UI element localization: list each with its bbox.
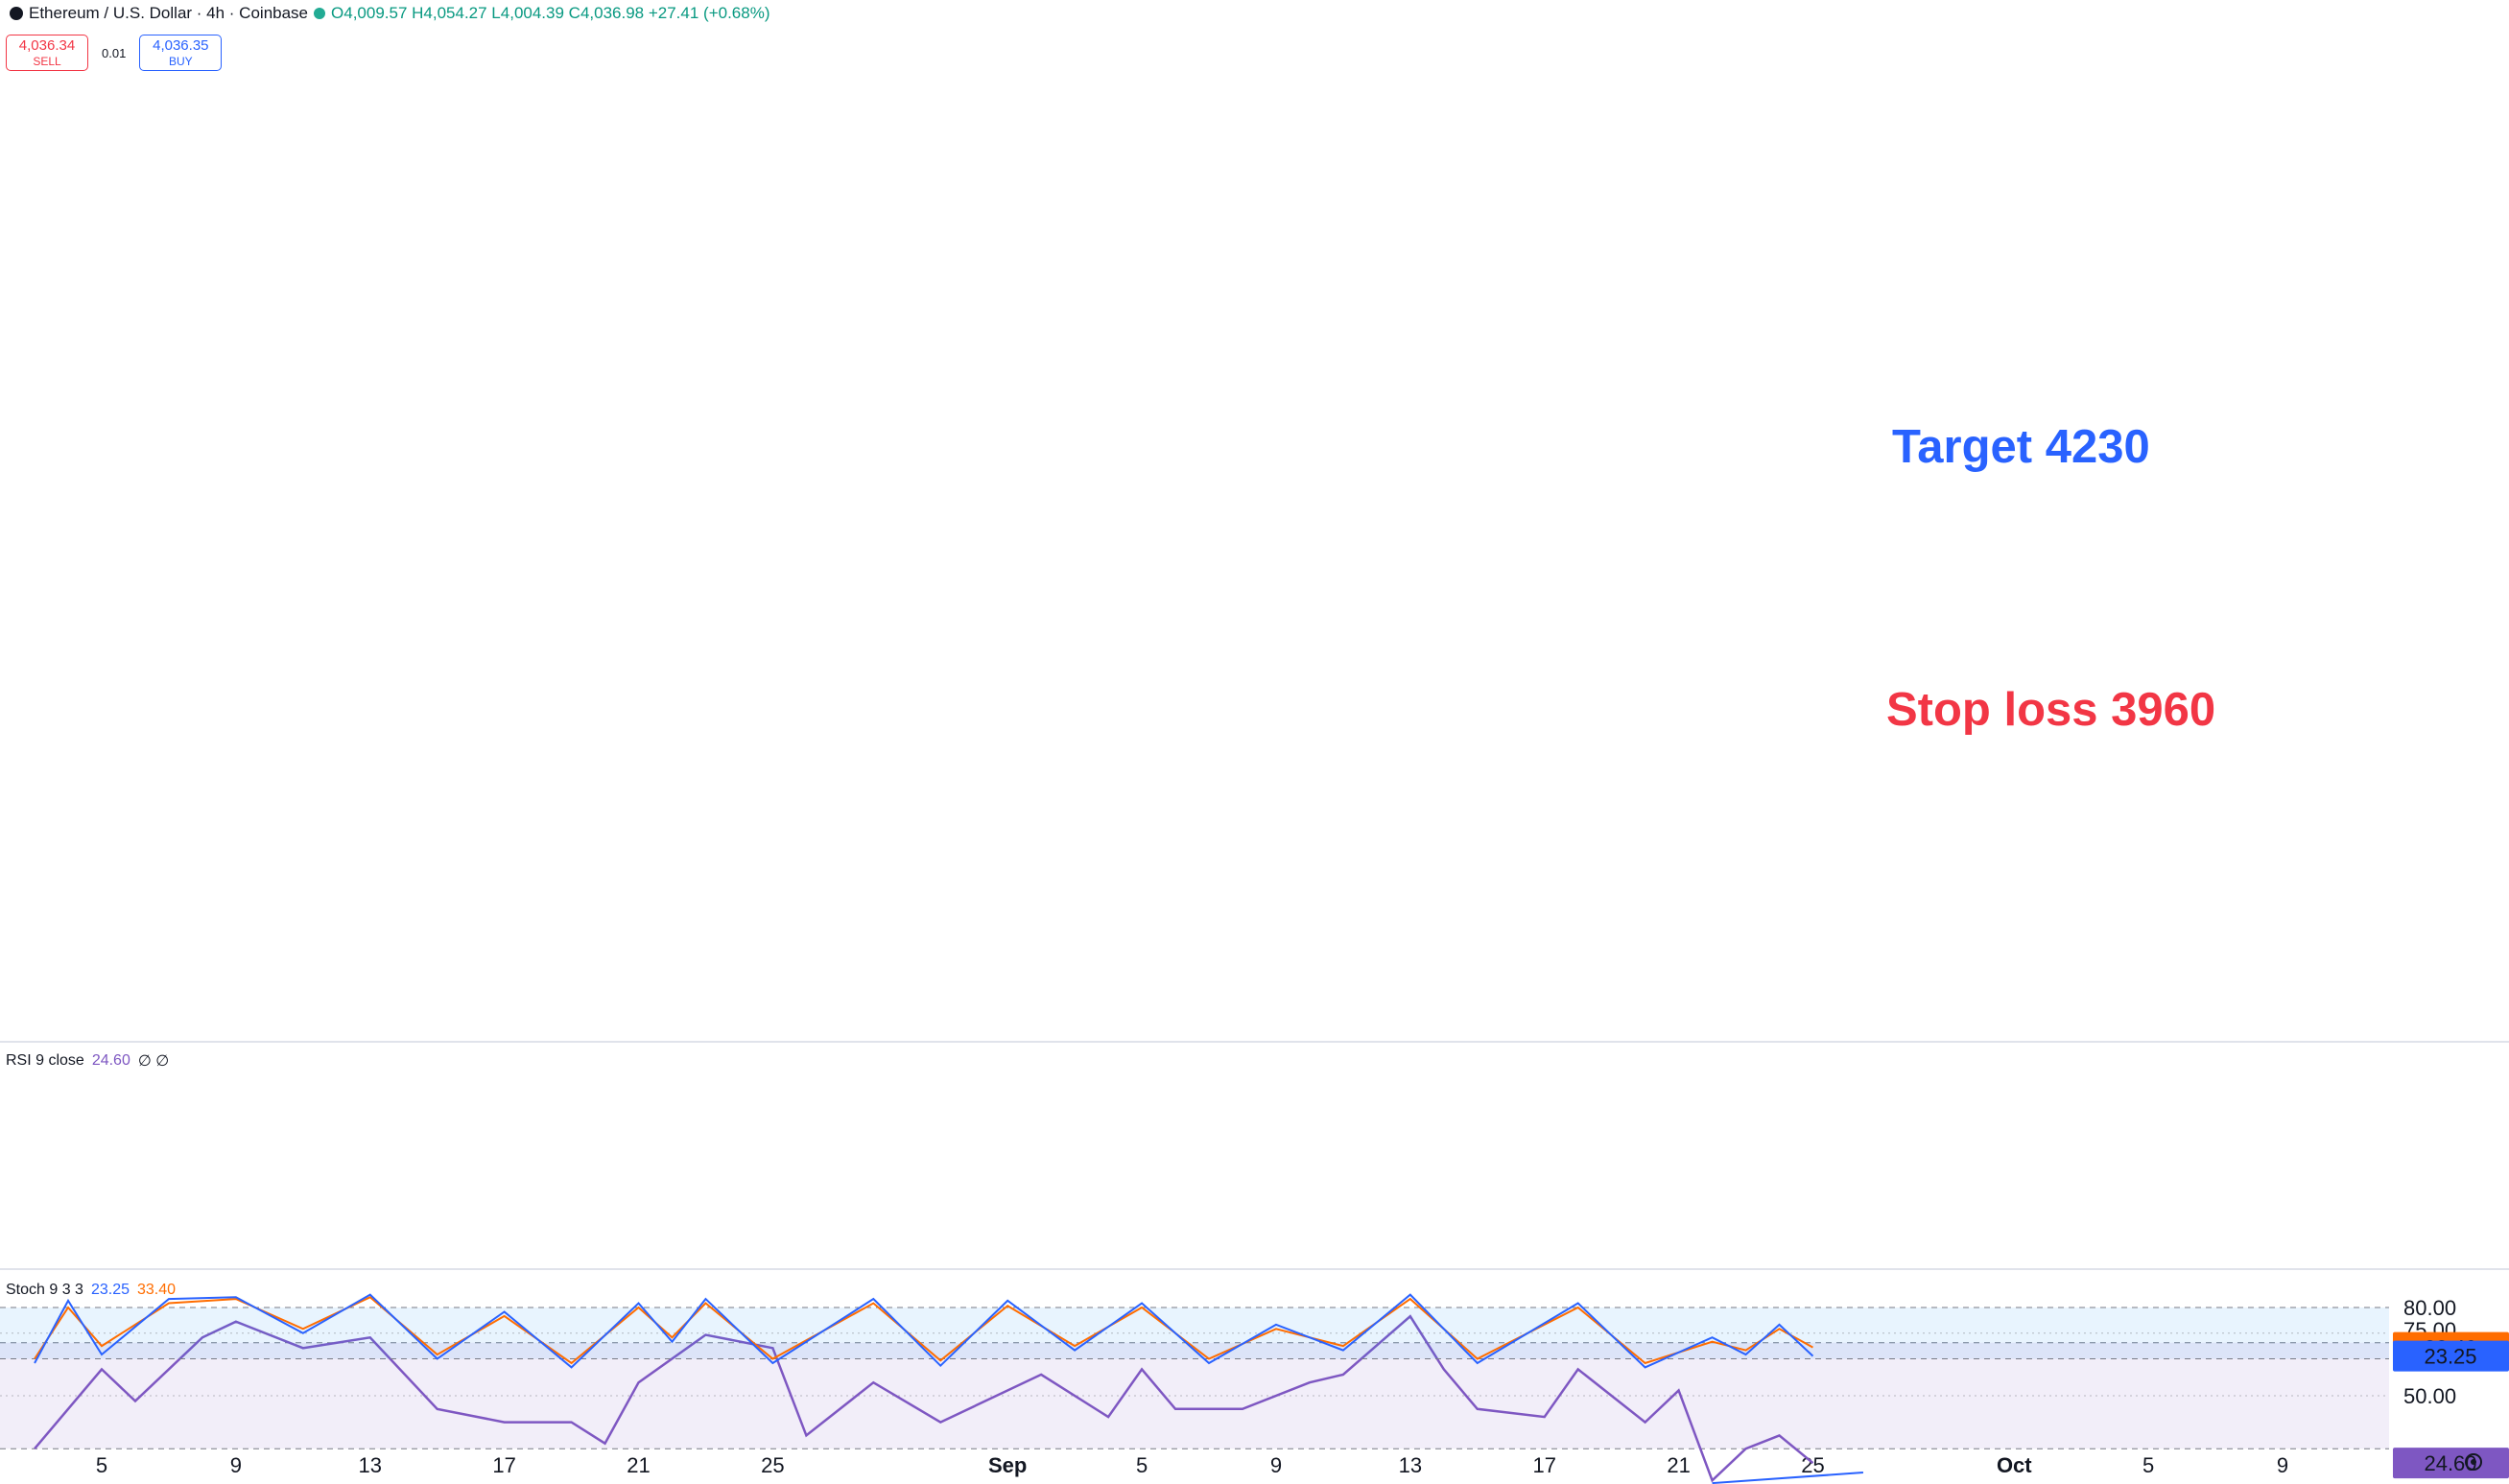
rsi-extra: ∅ ∅ <box>137 1053 170 1070</box>
rsi-axis-tick: 50.00 <box>2403 1384 2456 1408</box>
time-axis-tick: Oct <box>1997 1453 2032 1477</box>
time-axis-tick: 17 <box>1532 1453 1555 1477</box>
settings-icon[interactable] <box>2465 1453 2482 1471</box>
stoch-d-value: 33.40 <box>137 1282 177 1298</box>
stoch-axis-tick: 80.00 <box>2403 1296 2456 1320</box>
time-axis-tick: 9 <box>230 1453 242 1477</box>
time-axis-tick: 25 <box>761 1453 784 1477</box>
time-axis-tick: 13 <box>359 1453 382 1477</box>
rsi-value: 24.60 <box>91 1052 130 1069</box>
spread-value: 0.01 <box>102 45 127 60</box>
sell-label: SELL <box>33 55 61 68</box>
time-axis-tick: 5 <box>96 1453 107 1477</box>
ethereum-icon <box>10 7 23 20</box>
time-axis-tick: Sep <box>988 1453 1027 1477</box>
ohlc-values: O4,009.57 H4,054.27 L4,004.39 C4,036.98 … <box>331 4 770 22</box>
time-axis-tick: 9 <box>1270 1453 1282 1477</box>
rsi-line <box>34 1314 1814 1483</box>
time-axis-tick: 5 <box>2142 1453 2154 1477</box>
sell-price: 4,036.34 <box>18 37 76 54</box>
rsi-divergence-line <box>1712 1472 1863 1484</box>
buy-label: BUY <box>168 55 193 68</box>
trade-panel: 4,036.34 SELL 0.01 4,036.35 BUY <box>6 35 223 71</box>
time-axis-tick: 5 <box>1136 1453 1148 1477</box>
target-annotation: Target 4230 <box>1892 421 2150 473</box>
symbol-title[interactable]: Ethereum / U.S. Dollar · 4h · Coinbase <box>29 4 309 22</box>
stoch-legend[interactable]: Stoch 9 3 3 23.25 33.40 <box>6 1282 176 1299</box>
buy-button[interactable]: 4,036.35 BUY <box>139 35 223 71</box>
stoch-title: Stoch 9 3 3 <box>6 1282 83 1298</box>
symbol-header: Ethereum / U.S. Dollar · 4h · Coinbase O… <box>10 4 769 23</box>
stoch-k-value: 23.25 <box>90 1282 130 1298</box>
market-open-icon <box>314 8 326 19</box>
buy-price: 4,036.35 <box>153 37 209 54</box>
rsi-legend[interactable]: RSI 9 close 24.60 ∅ ∅ <box>6 1051 169 1071</box>
time-axis-tick: 17 <box>492 1453 515 1477</box>
time-axis-tick: 13 <box>1399 1453 1422 1477</box>
stoch-k-badge-text: 23.25 <box>2424 1345 2476 1369</box>
sell-button[interactable]: 4,036.34 SELL <box>6 35 88 71</box>
rsi-title: RSI 9 close <box>6 1052 84 1069</box>
time-axis-tick: 21 <box>1667 1453 1690 1477</box>
stoch-k-badge <box>2393 1340 2509 1372</box>
stop-loss-annotation: Stop loss 3960 <box>1886 684 2216 736</box>
stoch-k-line <box>34 1293 1814 1369</box>
time-axis-tick: 21 <box>627 1453 650 1477</box>
time-axis-tick: 9 <box>2277 1453 2288 1477</box>
